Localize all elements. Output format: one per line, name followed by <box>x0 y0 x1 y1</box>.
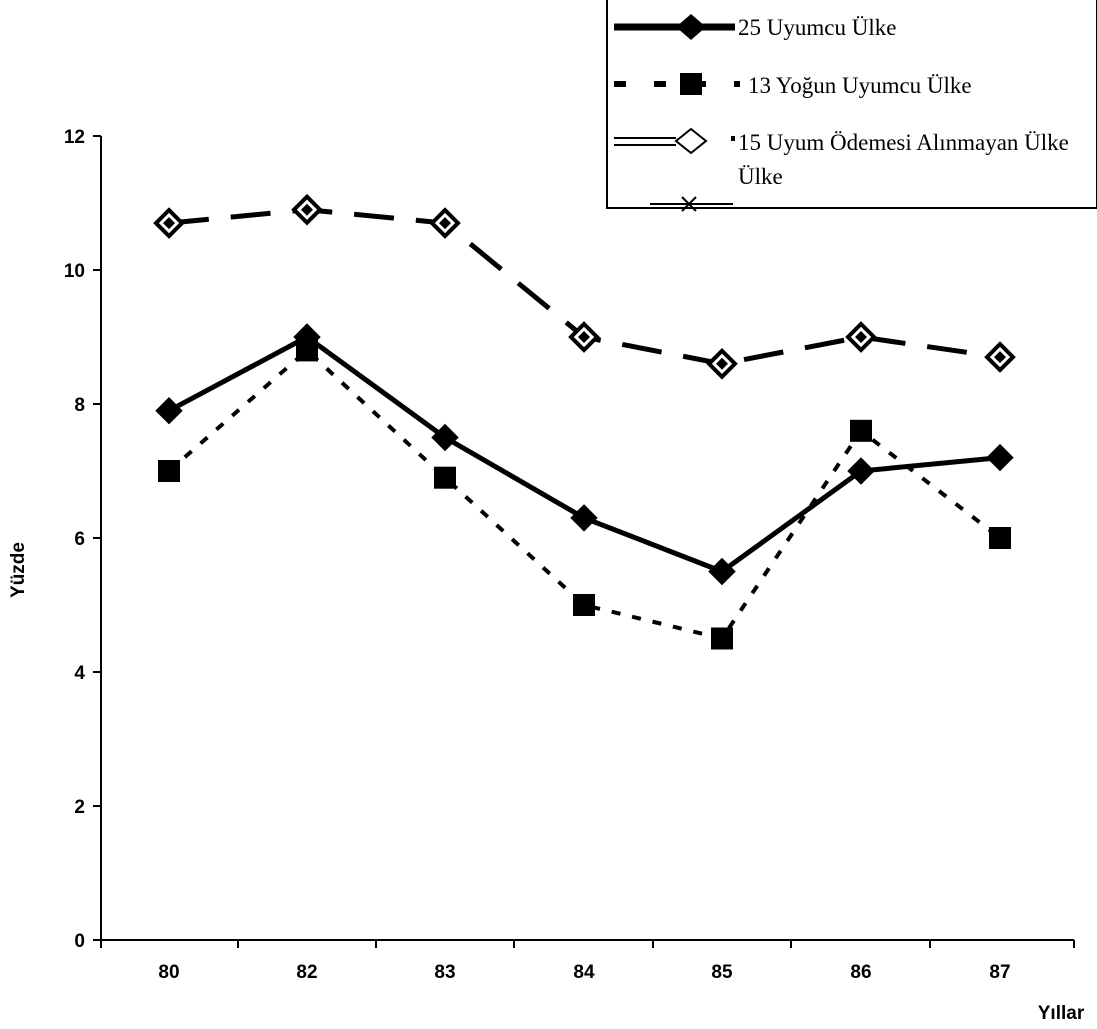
x-axis-title: Yıllar <box>1038 1003 1085 1024</box>
legend-swatch-diamond-3 <box>674 127 708 155</box>
legend-entry-4-partial <box>650 196 733 212</box>
y-axis-title: Yüzde <box>8 542 29 598</box>
legend-label-3-continuation: Ülke <box>738 164 783 189</box>
data-point-diamond-core <box>163 217 175 230</box>
data-point-square <box>711 627 733 650</box>
x-tick-label: 82 <box>296 962 317 983</box>
x-tick-label: 85 <box>711 962 733 983</box>
series-1 <box>155 323 1014 586</box>
y-tick-label: 12 <box>64 127 85 148</box>
data-point-diamond-core <box>578 331 590 343</box>
legend-entry-1: 25 Uyumcu Ülke <box>614 14 896 40</box>
legend-entry-2: 13 Yoğun Uyumcu Ülke <box>614 73 972 98</box>
y-tick-label: 4 <box>74 663 85 684</box>
data-point-diamond-core <box>716 357 728 370</box>
data-point-diamond <box>431 423 459 452</box>
legend-swatch-x-4b <box>681 196 697 212</box>
y-tick-label: 10 <box>64 261 85 282</box>
legend-label-1: 25 Uyumcu Ülke <box>738 15 896 40</box>
legend-entry-3: 15 Uyum Ödemesi Alınmayan Ülke Ülke <box>614 127 1069 189</box>
data-point-square <box>158 460 180 482</box>
data-point-diamond-core <box>855 331 867 343</box>
data-point-diamond-core <box>439 217 451 230</box>
series-3 <box>153 193 1016 380</box>
data-point-diamond <box>570 504 598 532</box>
data-point-square <box>850 419 872 442</box>
y-tick-label: 0 <box>74 931 85 952</box>
legend-dot-3 <box>731 136 735 141</box>
y-tick-label: 8 <box>74 395 85 416</box>
legend-swatch-square-2 <box>680 73 702 95</box>
data-point-square <box>989 527 1011 549</box>
series-layer <box>153 193 1016 650</box>
x-tick-label: 86 <box>850 962 871 983</box>
legend-label-2: 13 Yoğun Uyumcu Ülke <box>748 73 972 98</box>
data-point-diamond <box>155 396 183 425</box>
x-tick-label: 83 <box>434 962 455 983</box>
y-tick-label: 2 <box>74 797 85 818</box>
data-point-diamond-core <box>301 203 313 216</box>
x-axis-ticks: 80 82 83 84 85 86 87 <box>100 940 1075 983</box>
data-point-diamond <box>708 557 736 586</box>
y-axis-ticks: 0 2 4 6 8 10 12 <box>64 127 101 952</box>
data-point-diamond <box>986 443 1014 472</box>
x-tick-label: 84 <box>573 962 595 983</box>
data-point-square <box>573 594 595 616</box>
axes: 0 2 4 6 8 10 12 80 82 83 84 85 86 87 <box>64 127 1075 983</box>
legend-label-3: 15 Uyum Ödemesi Alınmayan Ülke <box>738 130 1069 155</box>
y-tick-label: 6 <box>74 529 85 550</box>
data-point-diamond-core <box>994 351 1006 364</box>
x-tick-label: 87 <box>989 962 1010 983</box>
data-point-diamond <box>293 323 321 351</box>
legend: 25 Uyumcu Ülke 13 Yoğun Uyumcu Ülke 15 U… <box>606 0 1097 212</box>
data-point-square <box>434 466 456 489</box>
x-tick-label: 80 <box>158 962 179 983</box>
legend-swatch-diamond-1 <box>676 14 706 40</box>
data-point-diamond <box>847 457 875 485</box>
